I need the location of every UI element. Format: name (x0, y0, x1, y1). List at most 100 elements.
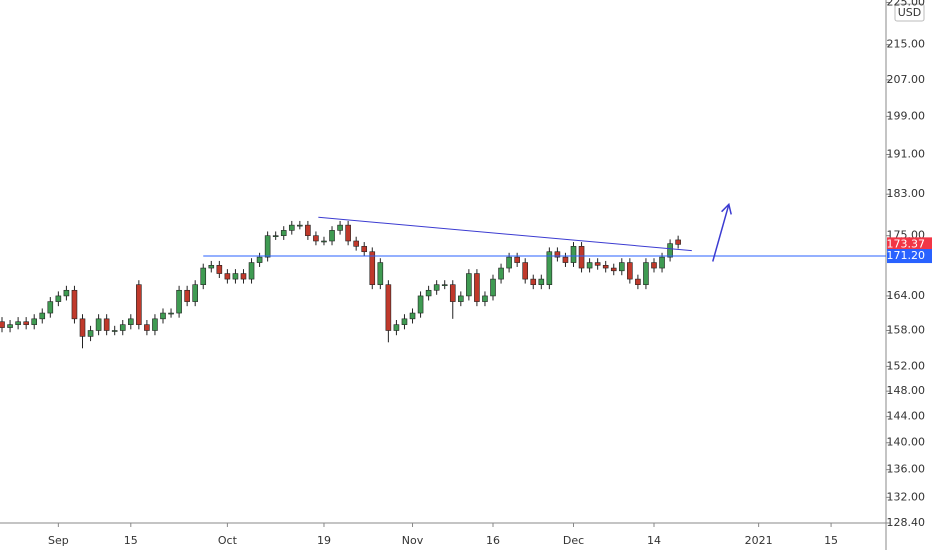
candle-body (7, 324, 13, 328)
x-tick-label: Sep (48, 534, 69, 547)
candle-body (136, 284, 142, 325)
candle-body (55, 295, 62, 302)
candle-body (79, 318, 86, 337)
candle-body (474, 273, 480, 302)
candle-body (184, 289, 190, 302)
candle-body (659, 256, 665, 269)
candle-body (31, 318, 38, 325)
candle-body (176, 289, 182, 314)
x-tick-label: 15 (824, 534, 838, 547)
level-price-label: 171.20 (887, 249, 926, 262)
y-tick-label: 199.00 (887, 109, 926, 122)
candle-body (329, 230, 335, 242)
candle-body (385, 284, 392, 331)
candle-body (651, 262, 657, 269)
candle-body (425, 289, 432, 297)
candle-body (216, 265, 223, 274)
candle-body (47, 301, 54, 314)
candle-body (506, 256, 512, 269)
y-tick-label: 136.00 (887, 463, 926, 476)
candle-body (393, 324, 400, 331)
candle-body (280, 230, 287, 236)
candle-body (224, 273, 231, 280)
candle-body (618, 262, 625, 272)
x-tick-label: 16 (486, 534, 500, 547)
y-tick-label: 148.00 (887, 384, 926, 397)
y-tick-label: 164.00 (887, 289, 926, 302)
candle-body (103, 318, 110, 331)
candle-body (313, 235, 319, 242)
candle-body (433, 284, 440, 291)
candle-body (297, 224, 303, 227)
candle-body (71, 289, 78, 320)
candle-body (119, 324, 126, 331)
candle-body (449, 284, 456, 302)
candle-body (256, 256, 263, 263)
candle-body (95, 318, 102, 331)
currency: USD (898, 6, 922, 19)
candle-body (482, 295, 488, 302)
candle-body (264, 235, 271, 258)
x-tick-label: Nov (402, 534, 424, 547)
candle-body (305, 224, 311, 236)
candle-body (192, 284, 198, 302)
candle-body (23, 321, 29, 325)
candle-body (63, 289, 70, 297)
candle-body (554, 251, 561, 258)
x-tick-label: Oct (218, 534, 238, 547)
x-tick-label: 19 (317, 534, 331, 547)
candle-body (643, 262, 649, 285)
candle-body (345, 224, 351, 242)
candle-body (248, 262, 255, 280)
y-tick-label: 191.00 (887, 147, 926, 160)
candle-body (578, 246, 585, 269)
candle-body (570, 246, 577, 263)
y-tick-label: 152.00 (887, 359, 926, 372)
candle-body (610, 267, 617, 272)
x-tick-label: 2021 (745, 534, 773, 547)
y-tick-label: 132.00 (887, 490, 926, 503)
y-tick-label: 183.00 (887, 187, 926, 200)
candle-body (232, 273, 239, 280)
y-tick-label: 207.00 (887, 73, 926, 86)
last-price-label-box (887, 237, 932, 252)
candle-body (111, 330, 118, 332)
level-price-label-box (887, 249, 932, 264)
candle-body (321, 240, 327, 243)
y-tick-label: 144.00 (887, 410, 926, 423)
candle-body (538, 278, 545, 285)
x-tick-label: 14 (647, 534, 661, 547)
candle-body (377, 262, 384, 285)
candle-body (39, 312, 46, 320)
candle-body (586, 262, 593, 269)
candle-body (361, 246, 368, 253)
candle-body (168, 312, 174, 315)
currency-box[interactable] (894, 3, 925, 22)
x-tick-label: Dec (563, 534, 584, 547)
candle-body (152, 318, 158, 331)
y-tick-label: 215.00 (887, 38, 926, 51)
candle-body (200, 267, 207, 285)
candle-body (490, 278, 496, 297)
candle-body (522, 262, 529, 280)
y-tick-label: 128.40 (887, 516, 926, 529)
candle-body (458, 295, 464, 302)
candle-body (401, 318, 408, 325)
last-price-label: 173.37 (887, 237, 926, 250)
candle-body (144, 324, 150, 331)
candle-body (0, 321, 5, 328)
candle-body (15, 321, 21, 325)
candle-body (87, 330, 94, 337)
candle-body (240, 273, 247, 280)
candle-body (208, 265, 215, 269)
candle-body (127, 318, 134, 325)
candle-body (337, 224, 343, 231)
candle-body (530, 278, 537, 285)
candle-body (272, 235, 279, 237)
candle-body (627, 262, 633, 280)
candle-body (602, 265, 609, 269)
candle-body (288, 224, 295, 231)
x-tick-label: 15 (124, 534, 138, 547)
trendline (318, 216, 692, 252)
